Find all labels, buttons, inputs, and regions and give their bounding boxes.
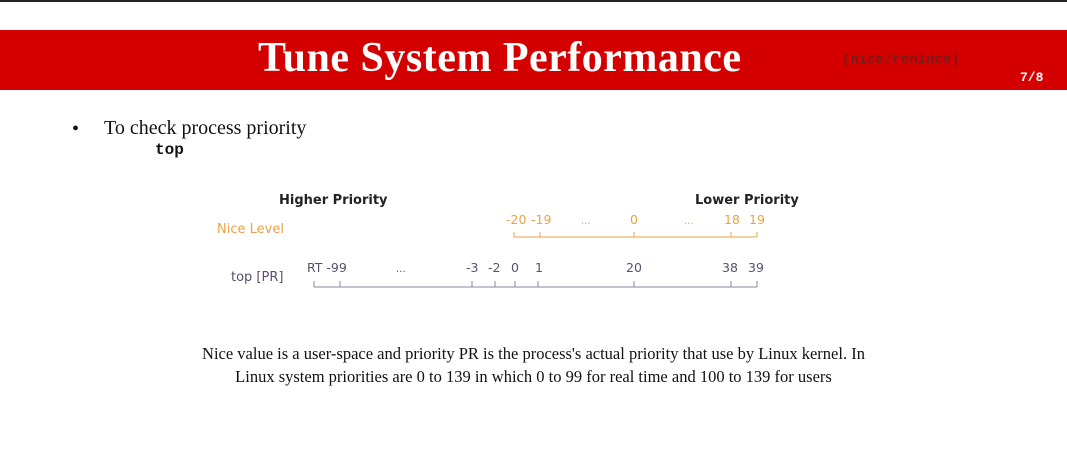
slide-title: Tune System Performance bbox=[258, 35, 742, 81]
lower-priority-label: Lower Priority bbox=[695, 193, 799, 208]
top-pr-label: top [PR] bbox=[231, 270, 283, 285]
command-text: top bbox=[155, 141, 184, 159]
pr-tick-label: 20 bbox=[626, 260, 642, 275]
nice-tick-label: ... bbox=[581, 216, 591, 227]
explanation-note: Nice value is a user-space and priority … bbox=[100, 342, 967, 388]
nice-scale: -20 -19 ... 0 ... 18 19 bbox=[506, 212, 765, 238]
pr-tick-label: 39 bbox=[748, 260, 764, 275]
title-banner: Tune System Performance (nice/renince) 7… bbox=[0, 30, 1067, 90]
pr-tick-label: -3 bbox=[466, 260, 478, 275]
pr-tick-label: -2 bbox=[488, 260, 500, 275]
pr-tick-label: 1 bbox=[535, 260, 543, 275]
pr-tick-label: 0 bbox=[511, 260, 519, 275]
page-number: 7/8 bbox=[1020, 70, 1044, 85]
nice-tick-label: 18 bbox=[724, 212, 740, 227]
nice-tick-label: 19 bbox=[749, 212, 765, 227]
nice-tick-label: 0 bbox=[630, 212, 638, 227]
note-line: Linux system priorities are 0 to 139 in … bbox=[235, 367, 832, 386]
pr-tick-label: ... bbox=[396, 264, 406, 275]
nice-tick-label: -20 bbox=[506, 212, 526, 227]
top-rule bbox=[0, 0, 1067, 2]
note-line: Nice value is a user-space and priority … bbox=[202, 344, 865, 363]
nice-tick-label: -19 bbox=[531, 212, 551, 227]
pr-scale: RT -99 ... -3 -2 0 1 20 38 39 bbox=[307, 260, 764, 288]
pr-tick-label: 38 bbox=[722, 260, 738, 275]
pr-tick-label: RT -99 bbox=[307, 260, 347, 275]
nice-tick-label: ... bbox=[684, 216, 694, 227]
bullet-marker: • bbox=[72, 118, 80, 140]
slide-subtitle: (nice/renince) bbox=[842, 52, 960, 68]
bullet-text: To check process priority bbox=[104, 117, 307, 139]
nice-level-label: Nice Level bbox=[217, 222, 284, 237]
higher-priority-label: Higher Priority bbox=[279, 193, 388, 208]
